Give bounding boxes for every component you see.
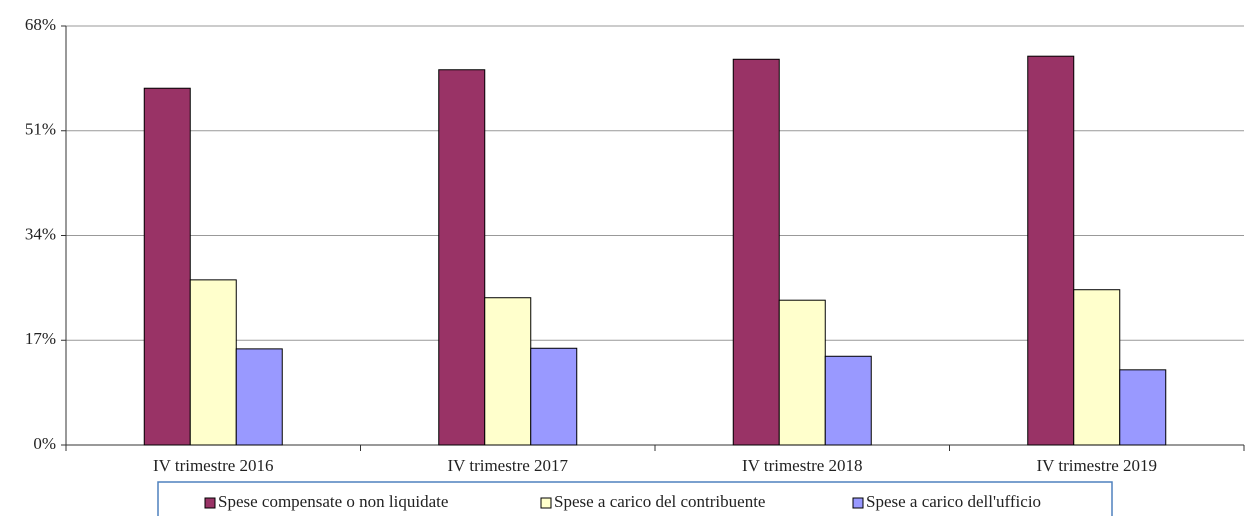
legend-swatch	[204, 497, 216, 509]
y-tick-label: 0%	[33, 434, 56, 453]
bar	[1073, 289, 1121, 446]
bar	[189, 279, 237, 446]
bar	[824, 355, 872, 446]
x-tick-label: IV trimestre 2017	[447, 456, 568, 475]
legend-label: Spese a carico del contribuente	[554, 492, 765, 511]
legend-label: Spese compensate o non liquidate	[218, 492, 448, 511]
bar	[778, 299, 826, 446]
bar	[484, 297, 532, 446]
legend-label: Spese a carico dell'ufficio	[866, 492, 1041, 511]
bar	[438, 69, 486, 446]
bar	[1027, 55, 1075, 446]
bar	[143, 87, 191, 446]
bar	[235, 348, 283, 446]
bar	[1119, 369, 1167, 446]
x-tick-label: IV trimestre 2019	[1036, 456, 1157, 475]
legend-swatch	[852, 497, 864, 509]
x-tick-label: IV trimestre 2018	[742, 456, 863, 475]
legend-swatch	[540, 497, 552, 509]
bar	[732, 58, 780, 446]
legend-box	[157, 481, 1113, 516]
bar	[530, 347, 578, 446]
y-tick-label: 17%	[25, 329, 56, 348]
x-tick-label: IV trimestre 2016	[153, 456, 274, 475]
y-tick-label: 34%	[25, 224, 56, 243]
y-tick-label: 68%	[25, 15, 56, 34]
y-tick-label: 51%	[25, 120, 56, 139]
